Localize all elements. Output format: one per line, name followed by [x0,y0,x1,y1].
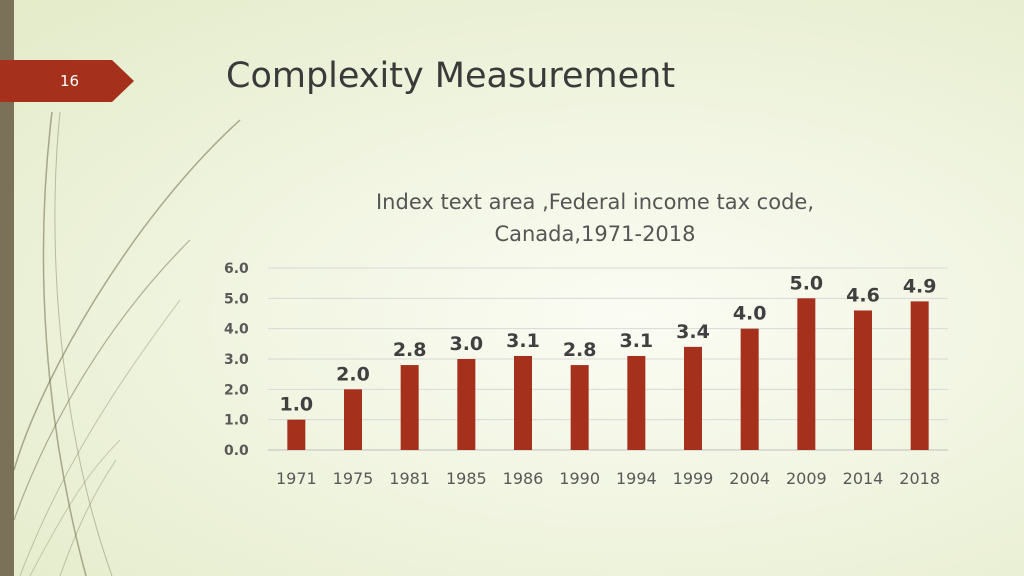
left-accent-bar [0,0,14,576]
x-tick-label: 1985 [446,469,487,488]
chart-title-line-1: Index text area ,Federal income tax code… [375,190,815,214]
bar [570,365,589,450]
bar [684,346,702,450]
value-label: 4.0 [733,303,767,325]
bar [740,328,759,450]
y-tick-label: 6.0 [224,261,249,277]
bar [457,359,476,450]
x-axis-tick-labels: 1971 1975 1981 1985 1986 1990 1994 1999 2004 2009… [276,469,940,488]
value-label: 3.0 [449,333,483,355]
bar [910,301,929,450]
x-tick-label: 2009 [786,469,827,488]
chart-title: Index text area ,Federal income tax code… [280,186,910,250]
value-label: 5.0 [789,272,823,294]
slide-number-tab: 16 [0,60,134,102]
value-labels: 1.0 2.0 2.8 3.0 3.1 2.8 3.1 3.4 4.0 5.0 4.6 4.9 [279,272,936,415]
x-tick-label: 2014 [843,469,884,488]
decorative-lines [13,111,241,576]
value-label: 2.8 [563,339,597,361]
x-tick-label: 1981 [389,469,430,488]
y-tick-label: 3.0 [224,352,249,368]
x-tick-label: 1971 [276,469,317,488]
x-tick-label: 1994 [616,469,657,488]
bar [400,365,419,450]
x-tick-label: 1986 [503,469,544,488]
value-label: 3.4 [676,321,710,343]
x-tick-label: 1999 [673,469,714,488]
x-tick-label: 2018 [899,469,940,488]
y-tick-label: 5.0 [224,291,249,307]
bar [287,419,306,450]
bar [854,310,872,450]
bar [344,389,362,450]
y-tick-label: 4.0 [224,322,249,338]
value-label: 3.1 [506,330,540,352]
x-tick-label: 1975 [333,469,374,488]
grid-lines [268,267,948,451]
value-label: 1.0 [279,394,313,416]
y-tick-label: 0.0 [224,443,249,459]
value-label: 4.9 [903,275,937,297]
value-label: 2.0 [336,363,370,385]
slide-number-tab-shape [0,60,134,102]
value-label: 2.8 [393,339,427,361]
slide-number: 16 [60,72,80,90]
bars [287,298,929,450]
bar [797,298,816,450]
value-label: 4.6 [846,284,880,306]
slide-title: Complexity Measurement [226,56,676,96]
y-tick-label: 1.0 [224,413,249,429]
chart-title-line-2: Canada,1971-2018 [494,222,696,246]
x-tick-label: 1990 [559,469,600,488]
x-tick-label: 2004 [729,469,770,488]
y-axis-tick-labels: 0.0 1.0 2.0 3.0 4.0 5.0 6.0 [224,261,249,459]
y-tick-label: 2.0 [224,382,249,398]
value-label: 3.1 [619,330,653,352]
bar [627,355,646,450]
bar [514,355,532,450]
